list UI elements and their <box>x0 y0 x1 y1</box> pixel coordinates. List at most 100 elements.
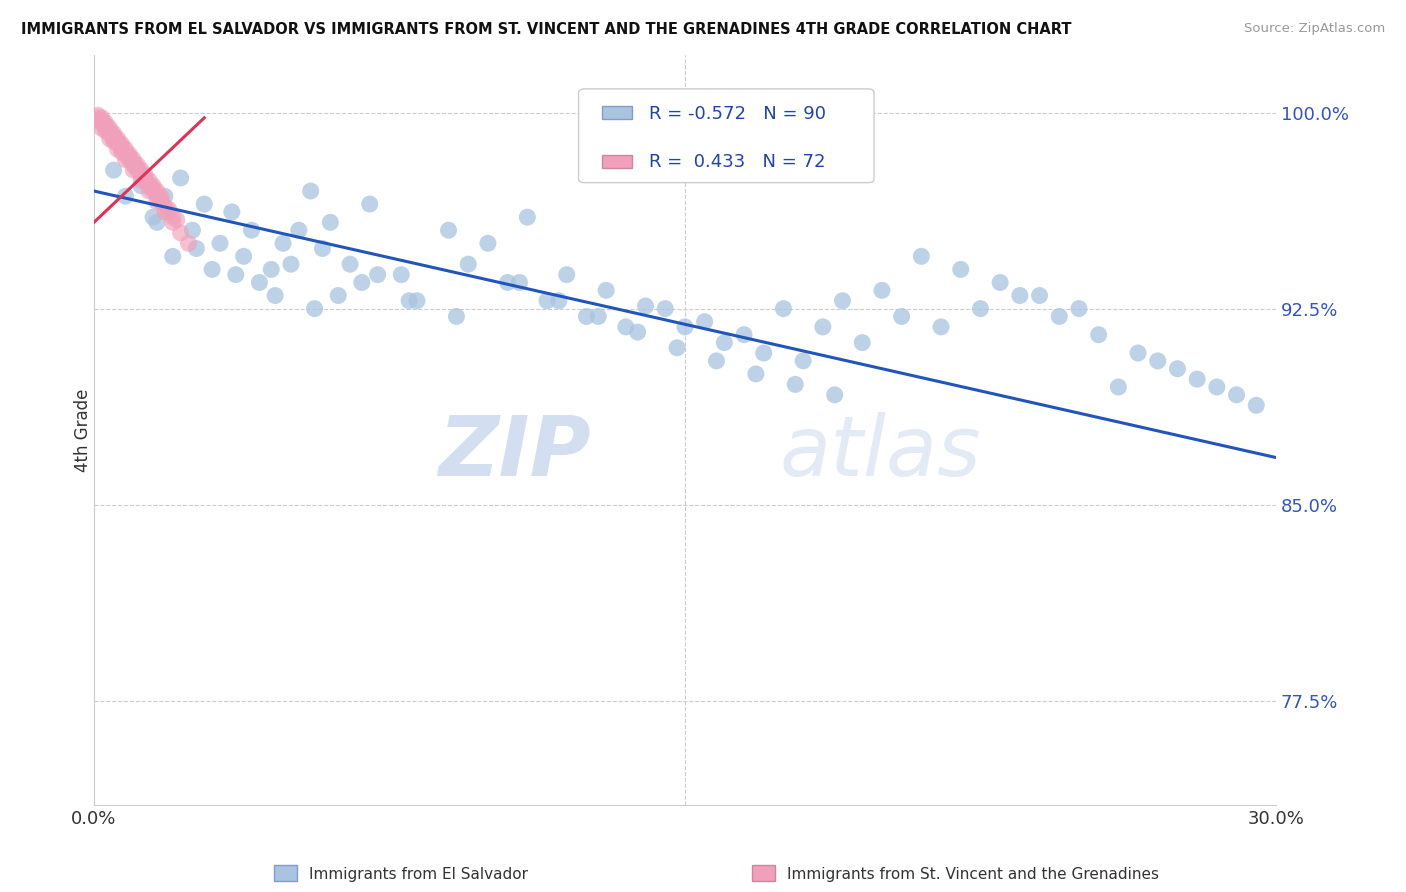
Point <box>94 119 117 133</box>
Point <box>169 226 191 240</box>
Point <box>129 169 152 183</box>
Point <box>114 142 136 156</box>
Point <box>713 335 735 350</box>
Point <box>328 288 350 302</box>
Point <box>477 236 499 251</box>
Point <box>311 242 333 256</box>
Point <box>103 129 125 144</box>
Point <box>824 388 846 402</box>
Point <box>103 132 125 146</box>
Point <box>1008 288 1031 302</box>
Point <box>129 178 152 193</box>
Point <box>162 215 184 229</box>
Point <box>162 249 184 263</box>
Point <box>114 145 136 159</box>
Point <box>90 113 112 128</box>
Point <box>122 153 145 167</box>
Point <box>149 194 172 209</box>
Point <box>969 301 991 316</box>
Point <box>733 327 755 342</box>
Text: Immigrants from St. Vincent and the Grenadines: Immigrants from St. Vincent and the Gren… <box>787 867 1160 881</box>
Point <box>98 127 121 141</box>
Point <box>98 121 121 136</box>
Point <box>107 132 129 146</box>
Point <box>153 205 176 219</box>
Point <box>90 116 112 130</box>
Point <box>792 354 814 368</box>
Point <box>134 173 156 187</box>
Point <box>138 184 160 198</box>
Point <box>1146 354 1168 368</box>
Point <box>949 262 972 277</box>
Point <box>271 236 294 251</box>
Point <box>264 288 287 302</box>
Point <box>118 153 141 167</box>
Point <box>706 354 728 368</box>
Point <box>94 116 117 130</box>
Point <box>129 173 152 187</box>
Point <box>1028 288 1050 302</box>
Point <box>1107 380 1129 394</box>
Point <box>162 210 184 224</box>
Point <box>614 319 637 334</box>
Point <box>406 293 429 308</box>
Point <box>90 121 112 136</box>
Point <box>134 169 156 183</box>
Point <box>772 301 794 316</box>
Point <box>153 200 176 214</box>
Point <box>94 124 117 138</box>
Point <box>118 147 141 161</box>
Bar <box>602 154 631 168</box>
Point <box>110 139 132 153</box>
Point <box>890 310 912 324</box>
Point <box>319 215 342 229</box>
Point <box>457 257 479 271</box>
Point <box>153 189 176 203</box>
Text: IMMIGRANTS FROM EL SALVADOR VS IMMIGRANTS FROM ST. VINCENT AND THE GRENADINES 4T: IMMIGRANTS FROM EL SALVADOR VS IMMIGRANT… <box>21 22 1071 37</box>
Point <box>870 283 893 297</box>
Point <box>249 276 271 290</box>
Point <box>339 257 361 271</box>
Text: R =  0.433   N = 72: R = 0.433 N = 72 <box>650 153 825 171</box>
Point <box>87 113 110 128</box>
Bar <box>602 106 631 119</box>
Point <box>752 346 775 360</box>
Y-axis label: 4th Grade: 4th Grade <box>75 388 91 472</box>
Point <box>177 236 200 251</box>
Point <box>127 161 149 175</box>
Point <box>193 197 215 211</box>
Point <box>785 377 807 392</box>
Point <box>122 158 145 172</box>
Text: Immigrants from El Salvador: Immigrants from El Salvador <box>309 867 529 881</box>
Point <box>389 268 412 282</box>
Point <box>103 129 125 144</box>
Point <box>169 170 191 185</box>
Point <box>929 319 952 334</box>
Point <box>496 276 519 290</box>
Point <box>627 325 650 339</box>
Point <box>350 276 373 290</box>
Point <box>107 134 129 148</box>
Point <box>547 293 569 308</box>
Point <box>138 173 160 187</box>
Point <box>110 145 132 159</box>
Point <box>446 310 468 324</box>
Point <box>851 335 873 350</box>
Point <box>508 276 530 290</box>
Point <box>157 205 180 219</box>
Point <box>225 268 247 282</box>
Point <box>129 163 152 178</box>
Point <box>103 163 125 178</box>
Point <box>107 136 129 151</box>
Point <box>654 301 676 316</box>
Point <box>673 319 696 334</box>
Point <box>208 236 231 251</box>
Point <box>1087 327 1109 342</box>
Point <box>118 150 141 164</box>
Text: Source: ZipAtlas.com: Source: ZipAtlas.com <box>1244 22 1385 36</box>
Point <box>240 223 263 237</box>
Point <box>988 276 1011 290</box>
Point <box>138 178 160 193</box>
Point <box>90 111 112 125</box>
Point <box>398 293 420 308</box>
